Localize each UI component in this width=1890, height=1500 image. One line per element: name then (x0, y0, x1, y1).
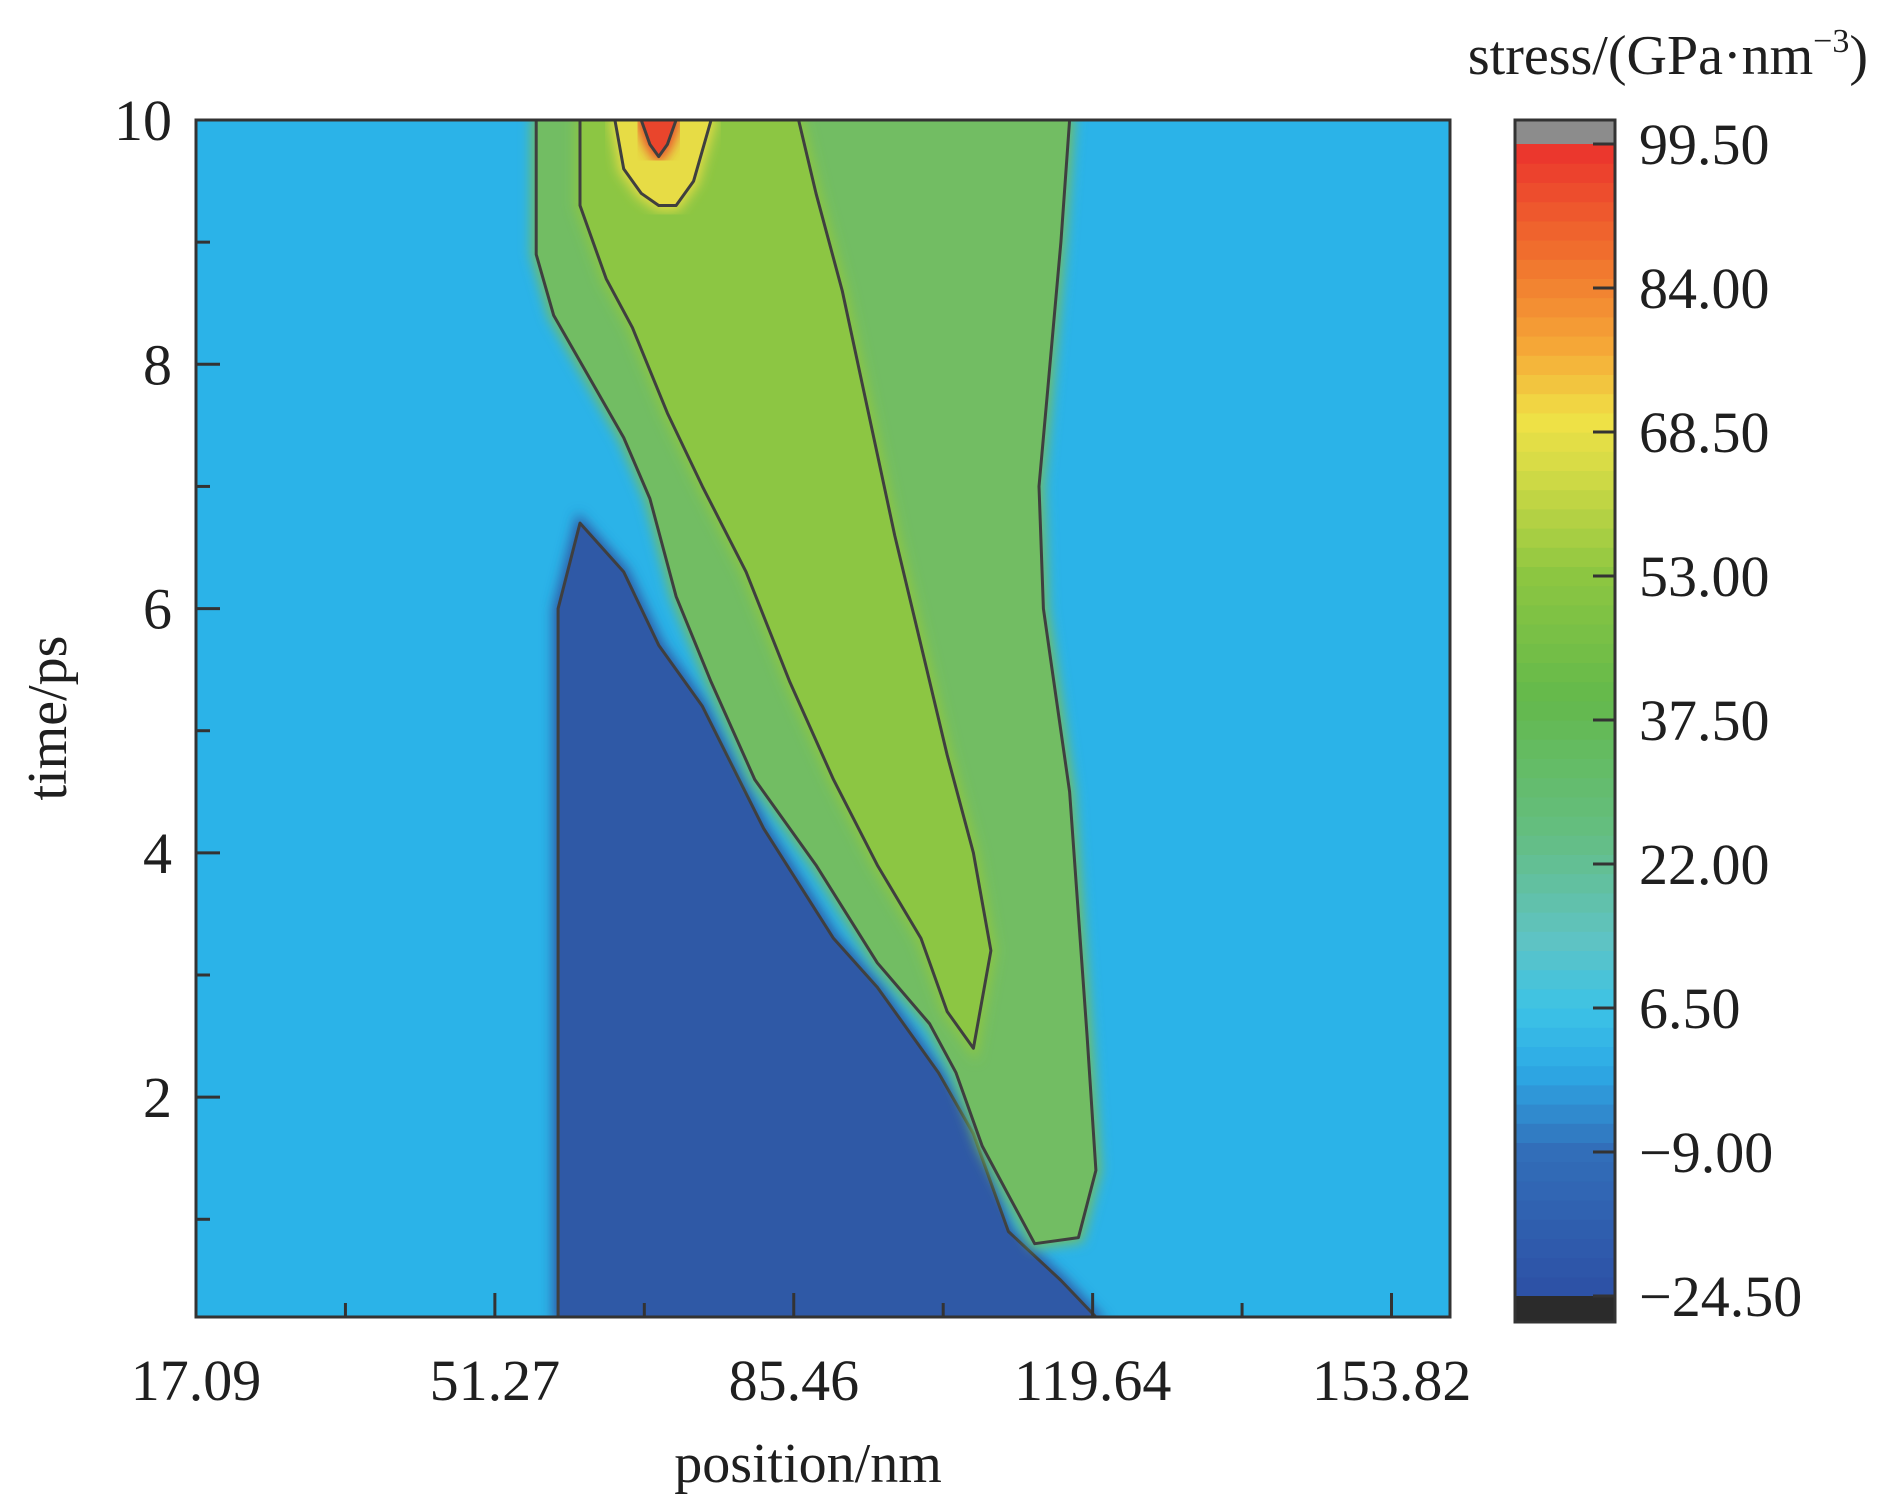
colorbar-band (1515, 182, 1615, 203)
maximum-zone (639, 120, 678, 159)
colorbar-band (1515, 777, 1615, 798)
colorbar-band (1515, 988, 1615, 1009)
y-axis-title: time/ps (17, 636, 79, 801)
colorbar-band (1515, 1219, 1615, 1239)
colorbar-title-superscript: −3 (1813, 23, 1849, 60)
x-axis: 17.09 51.27 85.46 119.64 153.82 (131, 1293, 1472, 1413)
colorbar-band (1515, 220, 1615, 241)
colorbar-band (1515, 892, 1615, 913)
contour-regions (531, 120, 1103, 1317)
colorbar-band (1515, 950, 1615, 971)
colorbar-band (1515, 259, 1615, 279)
x-tick-label: 85.46 (729, 1348, 860, 1413)
colorbar-band (1515, 374, 1615, 395)
y-axis: 2 4 6 8 10 (114, 88, 220, 1221)
colorbar-band (1515, 758, 1615, 779)
colorbar-band (1515, 547, 1615, 567)
colorbar-band (1515, 931, 1615, 951)
colorbar-band (1515, 201, 1615, 222)
colorbar-band (1515, 489, 1615, 510)
colorbar-band (1515, 873, 1615, 894)
colorbar-band (1515, 412, 1615, 433)
y-tick-label: 8 (143, 332, 172, 397)
colorbar-band (1515, 1238, 1615, 1259)
colorbar-title-main: stress/(GPa·nm (1468, 25, 1813, 87)
colorbar-band (1515, 1065, 1615, 1086)
x-tick-label: 119.64 (1014, 1348, 1171, 1413)
colorbar-under-cap (1515, 1296, 1615, 1322)
colorbar-band (1515, 681, 1615, 702)
colorbar-band (1515, 240, 1615, 260)
colorbar: 99.50 84.00 68.50 53.00 37.50 22.00 6.50 −9.00 −… (1513, 112, 1802, 1329)
y-tick-label: 2 (143, 1065, 172, 1130)
x-tick-label: 153.82 (1312, 1348, 1472, 1413)
colorbar-band (1515, 336, 1615, 356)
colorbar-band (1515, 854, 1615, 875)
colorbar-band (1515, 624, 1615, 644)
peak-zone (613, 120, 713, 207)
colorbar-band (1515, 1046, 1615, 1067)
colorbar-tick-label: 68.50 (1639, 400, 1770, 465)
colorbar-over-cap (1515, 120, 1615, 144)
y-tick-label: 4 (143, 821, 172, 886)
colorbar-tick-label: 37.50 (1639, 688, 1770, 753)
colorbar-band (1515, 163, 1615, 183)
colorbar-band (1515, 1200, 1615, 1220)
colorbar-band (1515, 912, 1615, 932)
colorbar-band (1515, 585, 1615, 606)
colorbar-band (1515, 700, 1615, 721)
compressive-zone (556, 521, 1098, 1317)
colorbar-tick-label: 22.00 (1639, 832, 1770, 897)
colorbar-band (1515, 1257, 1615, 1278)
colorbar-band (1515, 528, 1615, 548)
high-tension-ridge (578, 120, 993, 1050)
plot-frame (194, 118, 1452, 1319)
y-tick-label: 6 (143, 577, 172, 642)
colorbar-band (1515, 739, 1615, 759)
colorbar-band (1515, 662, 1615, 683)
colorbar-band (1515, 835, 1615, 855)
colorbar-band (1515, 316, 1615, 337)
colorbar-band (1515, 1180, 1615, 1201)
colorbar-band (1515, 1027, 1615, 1047)
colorbar-band (1515, 969, 1615, 990)
colorbar-band (1515, 1276, 1615, 1297)
colorbar-band (1515, 1123, 1615, 1143)
colorbar-band (1515, 643, 1615, 663)
colorbar-title: stress/(GPa·nm−3) (1468, 23, 1868, 87)
colorbar-band (1515, 816, 1615, 836)
colorbar-band (1515, 432, 1615, 452)
colorbar-tick-label: −9.00 (1639, 1120, 1773, 1185)
x-tick-label: 51.27 (430, 1348, 561, 1413)
colorbar-band (1515, 604, 1615, 625)
y-tick-label: 10 (114, 88, 172, 153)
colorbar-tick-label: −24.50 (1639, 1264, 1802, 1329)
colorbar-band (1515, 796, 1615, 817)
colorbar-tick-label: 53.00 (1639, 544, 1770, 609)
colorbar-band (1515, 566, 1615, 587)
colorbar-band (1515, 508, 1615, 529)
colorbar-title-end: ) (1849, 25, 1868, 87)
x-tick-label: 17.09 (131, 1348, 262, 1413)
colorbar-band (1515, 1161, 1615, 1182)
colorbar-band (1515, 1142, 1615, 1163)
colorbar-band (1515, 1008, 1615, 1028)
colorbar-band (1515, 393, 1615, 414)
x-axis-title: position/nm (674, 1433, 942, 1495)
colorbar-tick-label: 6.50 (1639, 976, 1741, 1041)
colorbar-tick-label: 84.00 (1639, 256, 1770, 321)
colorbar-band (1515, 278, 1615, 299)
colorbar-band (1515, 720, 1615, 740)
colorbar-band (1515, 451, 1615, 471)
plot-area (194, 118, 1452, 1319)
colorbar-band (1515, 297, 1615, 318)
colorbar-band (1515, 1084, 1615, 1105)
colorbar-tick-label: 99.50 (1639, 112, 1770, 177)
colorbar-band (1515, 144, 1615, 164)
colorbar-band (1515, 470, 1615, 491)
colorbar-band (1515, 355, 1615, 375)
colorbar-band (1515, 1104, 1615, 1124)
